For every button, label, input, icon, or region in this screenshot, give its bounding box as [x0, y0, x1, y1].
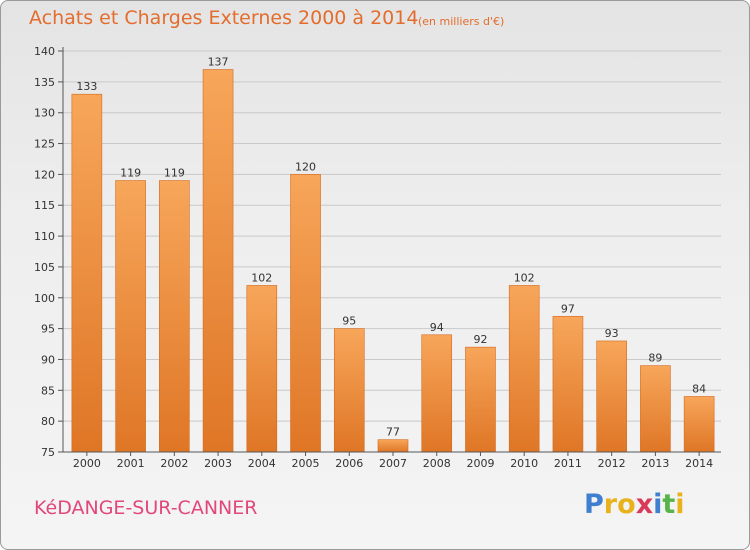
bar-2005: [290, 174, 321, 453]
bar-2012: [596, 340, 627, 453]
bar-2004: [246, 285, 278, 453]
bar-2013: [640, 365, 671, 453]
data-label: 93: [605, 327, 619, 340]
x-tick-label: 2006: [335, 457, 363, 470]
x-tick-label: 2000: [73, 457, 101, 470]
x-tick-label: 2007: [379, 457, 407, 470]
chart-subtitle: (en milliers d'€): [418, 15, 505, 28]
y-tick-label: 130: [34, 107, 55, 120]
data-label: 97: [561, 302, 575, 315]
data-label: 102: [251, 271, 272, 284]
bar-2010: [508, 285, 540, 453]
x-tick-label: 2009: [466, 457, 494, 470]
bar-2002: [159, 180, 190, 453]
logo-letter: t: [662, 489, 676, 520]
bar-2014: [683, 396, 715, 453]
data-label: 119: [164, 167, 185, 180]
data-label: 133: [76, 80, 97, 93]
data-labels: 133 119 119 137 102 120 95 77 94 92 102 97 93 89 84: [76, 56, 706, 439]
data-label: 95: [342, 315, 356, 328]
logo-letter: i: [653, 489, 663, 520]
y-tick-label: 75: [41, 446, 55, 459]
data-label: 89: [648, 352, 662, 365]
bar-2006: [333, 328, 365, 453]
y-tick-label: 100: [34, 292, 55, 305]
x-tick-label: 2003: [204, 457, 232, 470]
y-tick-label: 90: [41, 353, 55, 366]
x-tick-label: 2002: [160, 457, 188, 470]
y-tick-label: 140: [34, 45, 55, 58]
x-tick-label: 2008: [423, 457, 451, 470]
bar-2003: [202, 69, 234, 453]
bar-2011: [552, 315, 584, 453]
y-tick-label: 95: [41, 323, 55, 336]
data-label: 102: [514, 271, 535, 284]
bar-2008: [421, 334, 453, 453]
data-label: 92: [473, 333, 487, 346]
x-tick-label: 2012: [598, 457, 626, 470]
x-tick-label: 2001: [117, 457, 145, 470]
y-tick-label: 125: [34, 138, 55, 151]
data-label: 94: [430, 321, 444, 334]
logo-letter: i: [675, 489, 685, 520]
y-tick-label: 120: [34, 168, 55, 181]
data-label: 137: [208, 56, 229, 69]
x-tick-label: 2004: [248, 457, 276, 470]
x-tick-labels: 2000 2001 2002 2003 2004 2005 2006 2007 2008 2009…: [73, 452, 713, 470]
logo-letter: P: [584, 489, 604, 520]
y-tick-label: 105: [34, 261, 55, 274]
data-label: 77: [386, 426, 400, 439]
bars: [71, 69, 715, 453]
y-tick-label: 85: [41, 384, 55, 397]
logo-letter: x: [635, 489, 654, 520]
y-tick-label: 110: [34, 230, 55, 243]
bar-2000: [71, 93, 103, 453]
y-tick-label: 135: [34, 76, 55, 89]
chart-title: Achats et Charges Externes 2000 à 2014: [29, 7, 419, 29]
data-label: 120: [295, 160, 316, 173]
x-tick-label: 2013: [641, 457, 669, 470]
y-tick-label: 80: [41, 415, 55, 428]
x-tick-label: 2014: [685, 457, 713, 470]
bar-2009: [465, 346, 496, 453]
logo-letter: o: [617, 489, 636, 520]
y-tick-label: 115: [34, 199, 55, 212]
x-tick-label: 2011: [554, 457, 582, 470]
bar-2001: [115, 180, 146, 453]
logo-letter: r: [603, 489, 618, 520]
x-tick-label: 2005: [292, 457, 320, 470]
data-label: 119: [120, 167, 141, 180]
y-tick-labels: 75 80 85 90 95 100 105 110 115 120 125 130 135 140: [34, 45, 55, 459]
x-tick-label: 2010: [510, 457, 538, 470]
data-label: 84: [692, 382, 706, 395]
proxiti-logo: Proxiti: [584, 489, 685, 520]
bar-2007: [377, 439, 409, 453]
commune-name: KéDANGE-SUR-CANNER: [34, 497, 258, 519]
